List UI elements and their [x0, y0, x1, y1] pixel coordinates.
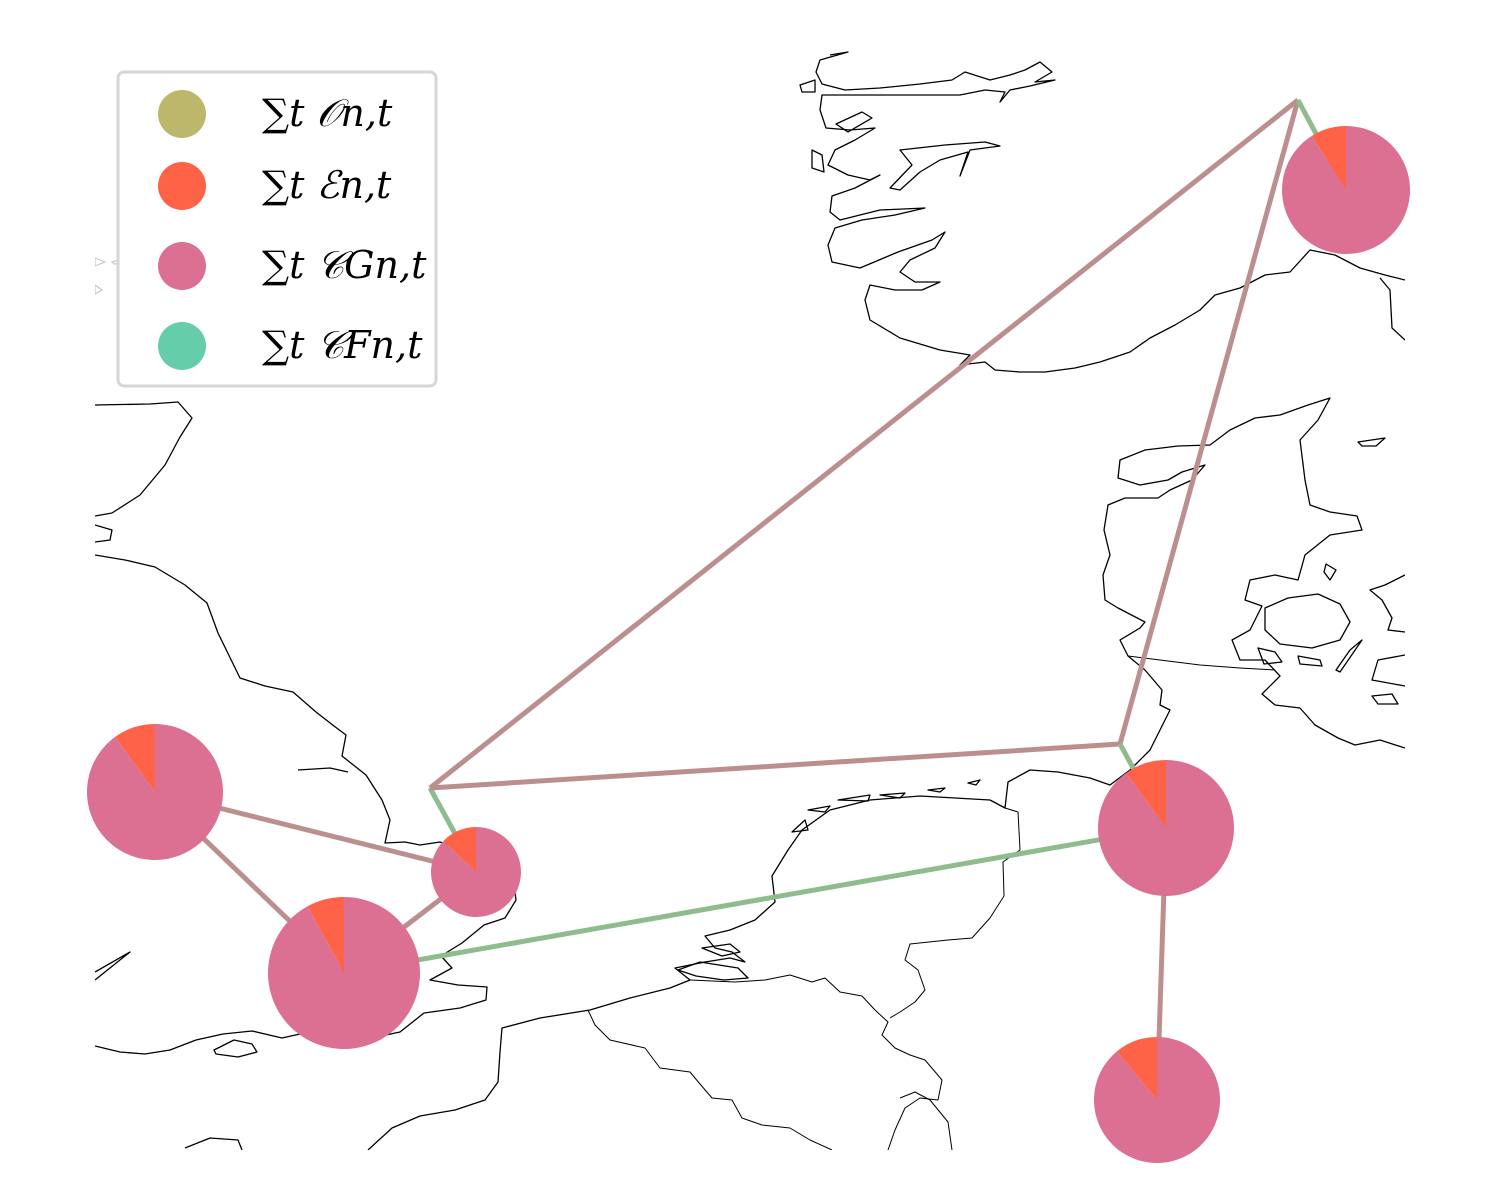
- pie-slice-uk-south-cg: [268, 897, 421, 1049]
- pie-slice-de-south-e: [1116, 1037, 1157, 1100]
- legend-swatch-cg: [158, 242, 206, 290]
- pie-slice-no-south-cg: [1282, 126, 1410, 254]
- pie-no-south: [1282, 126, 1410, 254]
- coastline-continent: [367, 397, 1405, 1150]
- border-belgium-netherlands: [689, 974, 943, 1150]
- link-offshore-dk-offshore-no: [1117, 99, 1301, 745]
- border-germany-denmark: [1127, 655, 1276, 671]
- coastline-isle-of-wight: [213, 1039, 258, 1058]
- border-netherlands-germany: [889, 807, 1021, 1019]
- pie-uk-south: [268, 897, 421, 1049]
- pie-de-south: [1094, 1037, 1221, 1164]
- legend-item-cg: ∑t 𝒞Gn,t: [158, 242, 427, 290]
- coastline-norway-islands: [799, 79, 1001, 191]
- legend-frame: [116, 70, 438, 388]
- coastline-sweden-south: [1335, 574, 1405, 687]
- coastline-zeeland: [677, 943, 749, 981]
- link-uk-south-de-north: [343, 825, 1167, 976]
- legend-label-e: ∑t ℰn,t: [262, 163, 392, 207]
- coastline-great-britain: [95, 401, 517, 1055]
- legend-label-o: ∑t 𝒪n,t: [262, 91, 393, 135]
- legend-swatch-cf: [158, 322, 206, 370]
- pie-charts: [86, 126, 1410, 1164]
- pie-slice-uk-east-cg: [430, 827, 521, 918]
- pie-uk-north: [86, 724, 224, 860]
- legend-item-cf: ∑t 𝒞Fn,t: [158, 322, 423, 370]
- pie-slice-no-south-e: [1311, 126, 1346, 190]
- legend-item-e: ∑t ℰn,t: [158, 162, 392, 210]
- coastline-norway: [815, 51, 1405, 373]
- pie-slice-de-north-e: [1126, 760, 1166, 828]
- coastline-zealand: [1264, 593, 1351, 649]
- legend-swatch-o: [158, 90, 206, 138]
- link-offshore-uk-offshore-no: [428, 98, 1300, 790]
- pie-de-north: [1098, 760, 1235, 896]
- link-offshore-uk-offshore-dk: [429, 741, 1121, 791]
- pie-slice-de-north-cg: [1098, 760, 1235, 896]
- coastline-channel-north: [184, 1137, 243, 1150]
- pie-uk-east: [430, 827, 521, 918]
- coastline-funen: [1257, 437, 1399, 705]
- pie-slice-uk-south-e: [307, 897, 344, 973]
- pie-slice-uk-east-e: [443, 827, 476, 872]
- coastline-islands-frisian: [791, 779, 981, 833]
- legend-swatch-e: [158, 162, 206, 210]
- pie-slice-de-south-cg: [1094, 1037, 1221, 1164]
- coastline-thames: [297, 767, 349, 773]
- border-germany-luxembourg: [899, 1091, 953, 1150]
- border-france-belgium: [587, 1009, 833, 1150]
- pie-slice-uk-north-cg: [86, 724, 224, 860]
- legend-label-cg: ∑t 𝒞Gn,t: [262, 243, 427, 287]
- legend-item-o: ∑t 𝒪n,t: [158, 90, 393, 138]
- legend-label-cf: ∑t 𝒞Fn,t: [262, 323, 423, 367]
- legend: ∑t 𝒪n,t ∑t ℰn,t ∑t 𝒞Gn,t ∑t 𝒞Fn,t: [116, 70, 438, 388]
- pie-slice-uk-north-e: [115, 724, 155, 792]
